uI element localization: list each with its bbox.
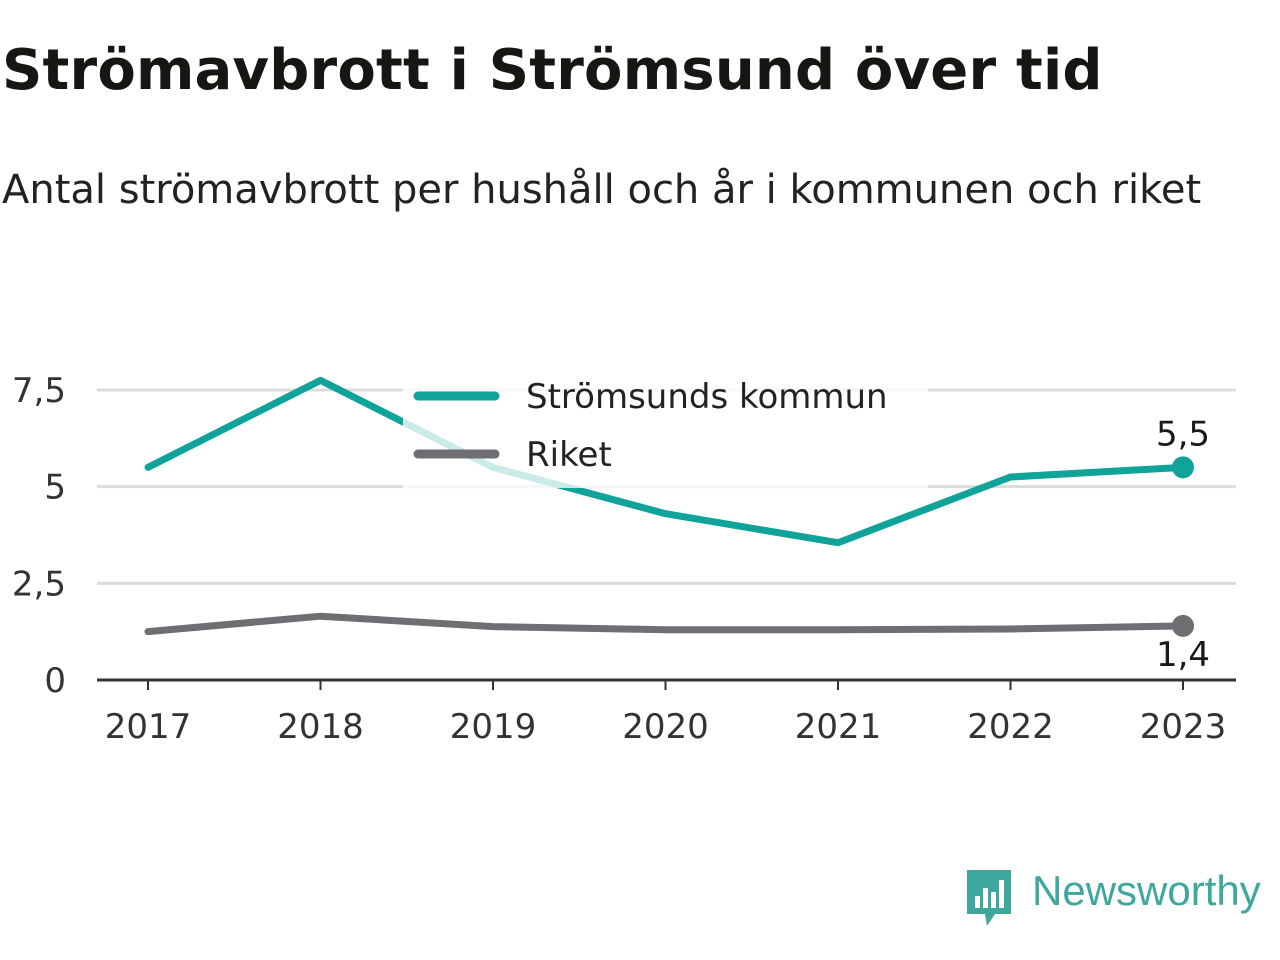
y-tick-label: 5 [44,468,66,508]
brand-logo: Newsworthy [964,866,1261,930]
legend: Strömsunds kommun Riket [403,368,928,488]
series-lines [144,376,1194,637]
legend-label: Strömsunds kommun [526,377,888,417]
legend-background [403,368,928,488]
newsworthy-logo-icon [967,870,1011,926]
y-tick-label: 7,5 [12,371,66,411]
chart-title: Strömavbrott i Strömsund över tid [2,38,1103,103]
series-line [144,376,1187,547]
x-tick-label: 2023 [1140,707,1227,747]
x-tick-label: 2017 [105,707,192,747]
brand-name: Newsworthy [1032,867,1261,914]
end-labels: 5,5 1,4 [1153,411,1213,678]
series-line [144,612,1187,636]
y-axis: 0 2,5 5 7,5 [12,371,66,701]
series-end-point [1172,614,1194,637]
series-end-point [1172,456,1194,479]
end-value-label: 1,4 [1156,635,1210,675]
chart-subtitle: Antal strömavbrott per hushåll och år i … [2,167,1202,213]
x-tick-label: 2019 [450,707,537,747]
legend-label: Riket [526,435,612,475]
y-tick-label: 0 [44,661,66,701]
x-tick-label: 2018 [277,707,364,747]
end-value-label: 5,5 [1156,414,1210,454]
x-tick-label: 2020 [622,707,709,747]
x-tick-label: 2021 [795,707,882,747]
x-axis: 2017 2018 2019 2020 2021 2022 2023 [97,678,1236,747]
y-tick-label: 2,5 [12,564,66,604]
x-tick-label: 2022 [967,707,1054,747]
